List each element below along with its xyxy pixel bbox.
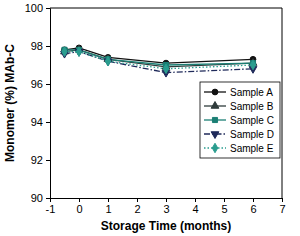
legend-entry: Sample E xyxy=(204,143,274,154)
legend-entry: Sample C xyxy=(204,115,274,126)
tick-label: 3 xyxy=(163,203,169,215)
tick: 94 xyxy=(31,116,50,128)
tick-mark xyxy=(46,160,50,161)
tick-label: 92 xyxy=(31,154,43,166)
tick: 7 xyxy=(279,198,285,215)
tick-label: 94 xyxy=(31,116,43,128)
axis-line xyxy=(51,199,283,203)
marker xyxy=(250,60,255,69)
legend-marker xyxy=(211,132,219,139)
plot: -1012345679092949698100Sample ASample BS… xyxy=(25,2,286,215)
tick-label: 4 xyxy=(192,203,198,215)
tick-mark xyxy=(46,8,50,9)
legend-label: Sample E xyxy=(230,143,274,154)
tick-mark xyxy=(282,198,283,202)
tick: 6 xyxy=(250,198,256,215)
series-line xyxy=(65,52,254,73)
frame-top xyxy=(50,8,282,9)
tick: 92 xyxy=(31,154,50,166)
marker xyxy=(105,56,110,65)
tick-mark xyxy=(46,84,50,85)
tick-mark xyxy=(224,198,225,202)
x-axis-title: Storage Time (months) xyxy=(101,219,231,233)
legend-box xyxy=(200,82,280,158)
tick-mark xyxy=(195,198,196,202)
tick: 2 xyxy=(134,198,140,215)
tick-label: 100 xyxy=(25,2,43,14)
axis-line xyxy=(46,9,51,199)
legend-entry: Sample A xyxy=(204,87,273,98)
tick: 5 xyxy=(221,198,227,215)
legend-marker xyxy=(211,102,219,109)
series-line xyxy=(65,50,254,67)
tick-label: 0 xyxy=(76,203,82,215)
tick-mark xyxy=(166,198,167,202)
chart: -1012345679092949698100Sample ASample BS… xyxy=(0,0,300,236)
tick-mark xyxy=(46,46,50,47)
marker xyxy=(76,47,81,56)
legend-marker xyxy=(212,89,218,95)
marker xyxy=(62,47,67,56)
legend-label: Sample D xyxy=(230,129,274,140)
series-line xyxy=(65,50,254,65)
marker xyxy=(163,64,168,73)
tick-mark xyxy=(46,122,50,123)
tick-label: 7 xyxy=(279,203,285,215)
series-line xyxy=(65,48,254,63)
marks xyxy=(61,45,257,77)
tick-label: -1 xyxy=(46,203,56,215)
tick: 90 xyxy=(31,192,50,204)
series-line xyxy=(65,52,254,69)
tick: 98 xyxy=(31,40,50,52)
legend-entry: Sample B xyxy=(204,101,274,112)
y-axis-title: Monomer (%) MAb-C xyxy=(3,44,17,162)
legend-entry: Sample D xyxy=(204,129,274,140)
tick-mark xyxy=(253,198,254,202)
legend-marker xyxy=(212,117,217,122)
tick-mark xyxy=(137,198,138,202)
tick-label: 6 xyxy=(250,203,256,215)
legend-label: Sample C xyxy=(230,115,274,126)
legend-label: Sample B xyxy=(230,101,274,112)
tick-label: 1 xyxy=(105,203,111,215)
tick: -1 xyxy=(46,198,56,215)
tick-label: 90 xyxy=(31,192,43,204)
legend-marker xyxy=(212,143,217,152)
tick: 96 xyxy=(31,78,50,90)
tick: 0 xyxy=(76,198,82,215)
y-axis: 90 92 94 96 98 100 xyxy=(25,2,51,204)
tick-mark xyxy=(79,198,80,202)
tick-label: 2 xyxy=(134,203,140,215)
frame-right xyxy=(282,8,283,198)
tick: 100 xyxy=(25,2,50,14)
tick-label: 5 xyxy=(221,203,227,215)
tick: 4 xyxy=(192,198,198,215)
x-axis: -1 0 1 2 3 4 5 6 7 xyxy=(46,198,286,215)
tick-mark xyxy=(46,198,50,199)
tick: 3 xyxy=(163,198,169,215)
tick-mark xyxy=(108,198,109,202)
tick-label: 98 xyxy=(31,40,43,52)
tick-label: 96 xyxy=(31,78,43,90)
legend-label: Sample A xyxy=(230,87,273,98)
legend: Sample A Sample B Sample C Sample D Sample E xyxy=(200,82,280,158)
tick: 1 xyxy=(105,198,111,215)
